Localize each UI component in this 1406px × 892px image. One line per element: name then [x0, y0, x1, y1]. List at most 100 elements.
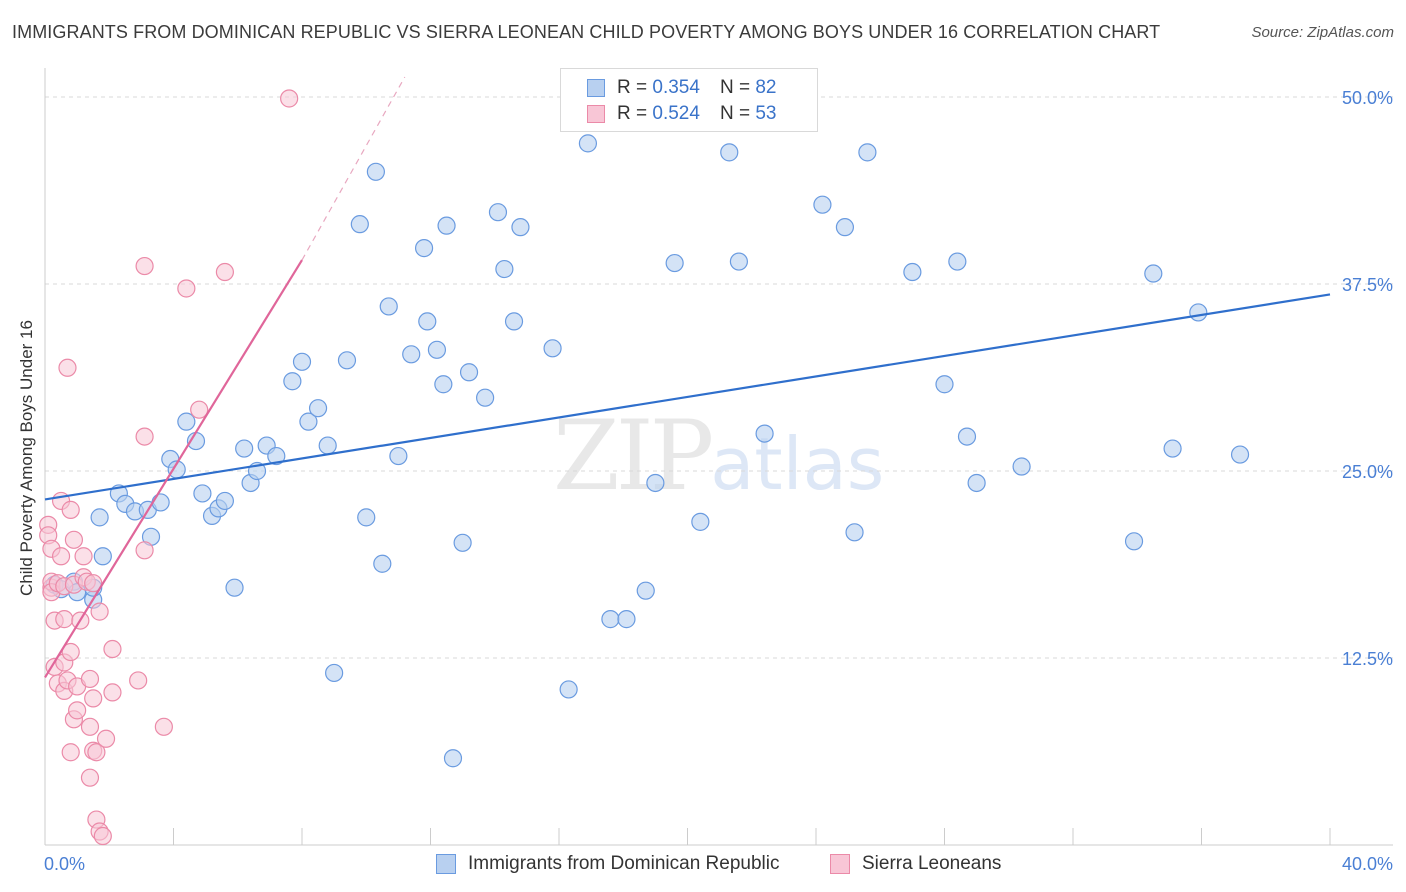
data-point-dominican	[488, 203, 508, 222]
data-point-sierra-leonean	[93, 826, 112, 846]
data-point-dominican	[90, 508, 109, 527]
data-point-sierra-leonean	[135, 256, 154, 276]
data-point-dominican	[337, 351, 357, 370]
data-point-dominican	[427, 340, 447, 359]
data-point-dominican	[402, 345, 421, 364]
data-point-dominican	[559, 680, 578, 699]
watermark-zip: ZIP	[553, 400, 714, 512]
data-point-sierra-leonean	[215, 262, 234, 282]
data-point-dominican	[729, 252, 749, 271]
data-point-sierra-leonean	[74, 547, 93, 566]
data-point-sierra-leonean	[61, 743, 80, 762]
y-tick-label: 12.5%	[1342, 649, 1393, 669]
source-label: Source: ZipAtlas.com	[1251, 24, 1394, 41]
tick-labels: 12.5% 25.0% 37.5% 50.0% 0.0% 40.0%	[44, 88, 1393, 874]
data-point-dominican	[437, 216, 456, 235]
data-point-sierra-leonean	[61, 642, 80, 662]
data-point-dominican	[813, 195, 832, 214]
data-point-sierra-leonean	[154, 717, 173, 736]
series-dominican-points	[45, 134, 1250, 768]
data-point-dominican	[443, 749, 463, 768]
data-point-sierra-leonean	[58, 358, 77, 377]
data-point-dominican	[543, 339, 562, 358]
data-point-dominican	[325, 663, 344, 683]
data-point-dominican	[1230, 445, 1250, 464]
bottom-legend-sierra-leonean: Sierra Leoneans	[830, 852, 1001, 876]
data-point-dominican	[350, 215, 369, 234]
data-point-sierra-leonean	[84, 689, 103, 708]
data-point-dominican	[504, 312, 524, 331]
data-point-sierra-leonean	[280, 89, 299, 108]
data-point-dominican	[1012, 457, 1031, 476]
data-point-dominican	[691, 512, 710, 531]
data-point-sierra-leonean	[135, 541, 154, 560]
data-point-dominican	[1163, 439, 1182, 458]
data-point-dominican	[720, 143, 739, 162]
watermark: ZIPatlas	[553, 400, 884, 512]
legend-n-value: 82	[755, 77, 777, 98]
data-point-dominican	[292, 352, 312, 371]
data-point-dominican	[617, 610, 636, 629]
legend-r-value: 0.524	[652, 103, 700, 124]
data-point-dominican	[903, 262, 922, 282]
data-point-dominican	[646, 473, 665, 493]
data-point-dominican	[318, 436, 337, 455]
data-point-dominican	[414, 238, 434, 258]
data-point-dominican	[476, 388, 495, 407]
data-point-dominican	[1189, 303, 1208, 322]
data-point-sierra-leonean	[87, 743, 106, 762]
data-point-dominican	[357, 508, 376, 527]
data-point-dominican	[755, 424, 774, 443]
data-point-dominican	[379, 297, 398, 316]
legend-n-value: 53	[755, 103, 777, 124]
data-point-dominican	[665, 253, 684, 273]
y-tick-label: 37.5%	[1342, 275, 1393, 295]
data-point-dominican	[418, 312, 437, 331]
data-point-dominican	[299, 412, 318, 431]
data-point-dominican	[511, 218, 530, 237]
data-point-sierra-leonean	[135, 427, 154, 446]
bottom-legend-dominican: Immigrants from Dominican Republic	[436, 852, 780, 876]
data-point-sierra-leonean	[80, 717, 100, 736]
data-point-sierra-leonean	[129, 671, 148, 690]
data-point-dominican	[235, 439, 254, 458]
data-point-dominican	[845, 523, 864, 542]
watermark-atlas: atlas	[710, 422, 885, 506]
data-point-dominican	[495, 259, 514, 279]
legend-row-dominican: R = 0.354 N = 82	[587, 76, 776, 100]
data-point-dominican	[948, 252, 967, 271]
trend-line-dominican	[44, 293, 1331, 501]
data-point-sierra-leonean	[80, 669, 100, 689]
data-point-sierra-leonean	[80, 768, 100, 787]
trend-line-sierra-leonean	[44, 259, 303, 679]
data-point-sierra-leonean	[90, 602, 109, 621]
data-point-dominican	[601, 610, 620, 629]
legend-n-label: N =	[719, 77, 751, 98]
legend-row-sierra-leonean: R = 0.524 N = 53	[587, 102, 776, 126]
data-point-sierra-leonean	[61, 500, 80, 519]
data-point-sierra-leonean	[55, 610, 74, 629]
correlation-legend: R = 0.354 N = 82 R = 0.524 N = 53	[560, 68, 818, 132]
legend-n-label: N =	[719, 103, 751, 124]
data-point-sierra-leonean	[84, 574, 103, 593]
x-tick-label: 0.0%	[44, 854, 85, 874]
data-point-dominican	[389, 446, 408, 466]
data-point-dominican	[177, 412, 196, 431]
trend-lines	[44, 76, 1331, 679]
chart-title: IMMIGRANTS FROM DOMINICAN REPUBLIC VS SI…	[12, 22, 1161, 42]
data-point-sierra-leonean	[64, 530, 84, 549]
legend-r-label: R =	[617, 103, 648, 124]
data-point-dominican	[835, 218, 855, 237]
data-point-sierra-leonean	[190, 400, 209, 419]
data-point-dominican	[1144, 264, 1163, 283]
data-point-dominican	[267, 446, 286, 466]
data-point-dominican	[373, 554, 392, 573]
data-point-dominican	[459, 363, 479, 382]
data-point-dominican	[434, 375, 453, 394]
bottom-legend-swatch-blue	[436, 854, 456, 874]
data-point-sierra-leonean	[96, 729, 116, 748]
data-point-dominican	[308, 399, 328, 418]
legend-swatch-blue	[587, 79, 605, 97]
axes	[44, 68, 1393, 846]
